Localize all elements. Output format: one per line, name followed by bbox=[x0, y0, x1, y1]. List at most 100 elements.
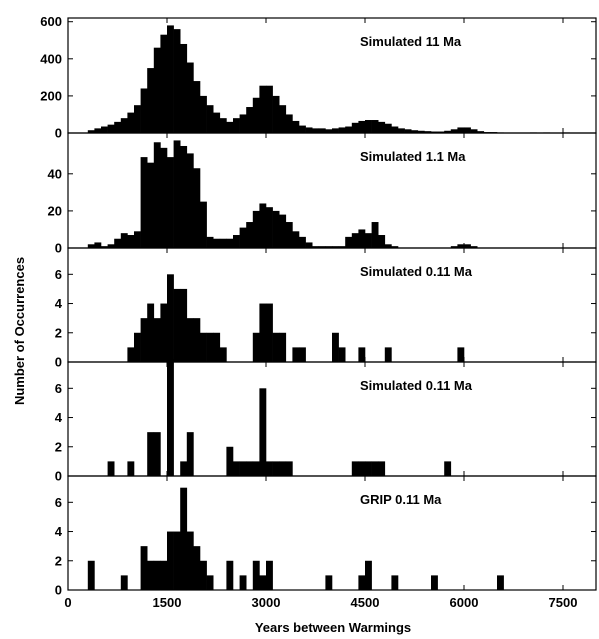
histogram-bar bbox=[226, 446, 234, 476]
histogram-bar bbox=[147, 560, 155, 590]
histogram-bar bbox=[292, 120, 300, 133]
histogram-bar bbox=[384, 244, 392, 248]
histogram-bar bbox=[497, 575, 504, 590]
panel-4: 0 2 4 6 Simulated 0.11 Ma bbox=[55, 359, 597, 484]
histogram-bar bbox=[457, 244, 465, 248]
histogram-bar bbox=[186, 62, 194, 133]
histogram-bar bbox=[266, 461, 273, 476]
histogram-bar bbox=[147, 162, 155, 248]
histogram-bar bbox=[134, 332, 141, 362]
panel-1: 0 200 400 600 Simulated 11 Ma bbox=[40, 14, 597, 141]
histogram-bar bbox=[378, 461, 386, 476]
histogram-bar bbox=[140, 157, 148, 248]
histogram-bar bbox=[345, 236, 353, 248]
panel-5: 0 2 4 6 GRIP 0.11 Ma bbox=[55, 475, 597, 598]
histogram-bar bbox=[213, 332, 221, 362]
histogram-bar bbox=[180, 43, 188, 133]
histogram-bar bbox=[332, 246, 339, 248]
x-tick-label: 4500 bbox=[351, 595, 380, 610]
histogram-bar bbox=[272, 95, 280, 133]
histogram-bar bbox=[371, 120, 379, 133]
y-tick-label: 0 bbox=[55, 355, 62, 370]
panel-label: Simulated 1.1 Ma bbox=[360, 149, 466, 164]
y-tick-label: 2 bbox=[55, 553, 62, 568]
histogram-bar bbox=[246, 107, 254, 133]
histogram-bar bbox=[134, 231, 141, 248]
histogram-bar bbox=[285, 114, 293, 133]
histogram-bar bbox=[140, 546, 148, 590]
histogram-bar bbox=[206, 575, 214, 590]
histogram-bar bbox=[378, 121, 386, 133]
y-tick-label: 4 bbox=[55, 524, 63, 539]
histogram-bar bbox=[437, 131, 445, 133]
histogram-bar bbox=[120, 233, 128, 248]
histogram-bar bbox=[325, 575, 333, 590]
histogram-bar bbox=[252, 461, 260, 476]
histogram-bar bbox=[299, 236, 306, 248]
histogram-bar bbox=[153, 318, 161, 362]
histogram-bar bbox=[239, 461, 247, 476]
histogram-bar bbox=[464, 127, 471, 133]
histogram-bar bbox=[279, 332, 287, 362]
histogram-bar bbox=[464, 244, 471, 248]
histogram-bar bbox=[127, 461, 135, 476]
histogram-bar bbox=[200, 332, 207, 362]
histogram-bar bbox=[279, 105, 287, 133]
histogram-bar bbox=[239, 227, 247, 248]
histogram-bar bbox=[252, 560, 260, 590]
histogram-bar bbox=[153, 142, 161, 248]
histogram-bar bbox=[266, 560, 273, 590]
histogram-bar bbox=[206, 105, 214, 133]
histogram-bar bbox=[147, 432, 155, 476]
histogram-bar bbox=[180, 461, 188, 476]
histogram-bar bbox=[186, 432, 194, 476]
histogram-bar bbox=[444, 461, 452, 476]
x-axis: 0 1500 3000 4500 6000 7500 bbox=[64, 595, 577, 610]
histogram-bar bbox=[312, 246, 320, 248]
histogram-bar bbox=[398, 128, 405, 133]
histogram-bar bbox=[246, 461, 254, 476]
histogram-bar bbox=[338, 127, 346, 133]
histogram-bar bbox=[431, 131, 438, 133]
histogram-bar bbox=[140, 88, 148, 133]
histogram-bar bbox=[160, 34, 168, 133]
histogram-bar bbox=[160, 147, 168, 248]
y-tick-label: 0 bbox=[55, 469, 62, 484]
histogram-bar bbox=[371, 461, 379, 476]
histogram-bar bbox=[470, 246, 478, 248]
histogram-bar bbox=[351, 461, 359, 476]
y-tick-label: 2 bbox=[55, 439, 62, 454]
histogram-bar bbox=[193, 81, 201, 133]
histogram-bar bbox=[345, 126, 353, 133]
histogram-bar bbox=[338, 347, 346, 362]
x-tick-label: 6000 bbox=[450, 595, 479, 610]
y-tick-label: 6 bbox=[55, 267, 62, 282]
y-tick-label: 4 bbox=[55, 410, 63, 425]
histogram-bar bbox=[365, 233, 372, 248]
y-tick-label: 6 bbox=[55, 381, 62, 396]
histogram-bar bbox=[325, 129, 333, 133]
histogram-bar bbox=[391, 575, 399, 590]
histogram-bar bbox=[285, 222, 293, 248]
histogram-bar bbox=[424, 131, 432, 133]
histogram-bar bbox=[299, 347, 306, 362]
histogram-bar bbox=[338, 246, 346, 248]
histogram-bar bbox=[365, 461, 372, 476]
histogram-bar bbox=[134, 105, 141, 133]
y-tick-label: 20 bbox=[48, 203, 62, 218]
histogram-bar bbox=[470, 129, 478, 133]
histogram-bar bbox=[457, 347, 465, 362]
histogram-bar bbox=[140, 318, 148, 362]
histogram-bar bbox=[147, 303, 155, 362]
histogram-bar bbox=[219, 118, 227, 133]
panel-label: GRIP 0.11 Ma bbox=[360, 492, 442, 507]
histogram-bar bbox=[246, 222, 254, 248]
histogram-bar bbox=[160, 303, 168, 362]
histogram-bar bbox=[173, 288, 181, 362]
histogram-bar bbox=[325, 246, 333, 248]
histogram-bar bbox=[384, 347, 392, 362]
histogram-bar bbox=[219, 347, 227, 362]
histogram-bar bbox=[371, 222, 379, 248]
histogram-bar bbox=[272, 210, 280, 248]
